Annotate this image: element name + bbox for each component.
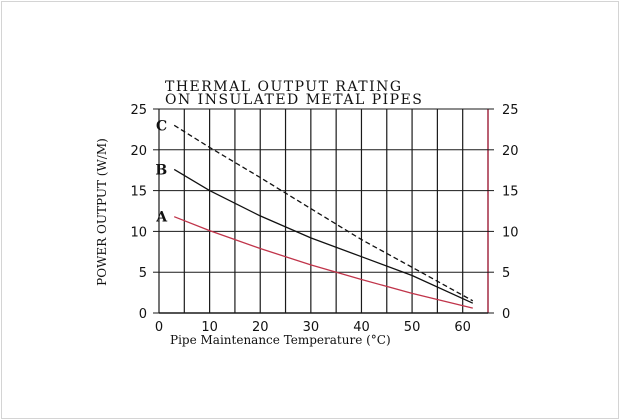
x-axis-label: Pipe Maintenance Temperature (°C) xyxy=(170,333,391,347)
y-tick-label-right: 10 xyxy=(502,225,519,240)
x-tick-label: 30 xyxy=(303,320,320,335)
y-tick-label-right: 20 xyxy=(502,144,519,159)
y-tick-label-right: 25 xyxy=(502,103,519,118)
chart-subtitle: ON INSULATED METAL PIPES xyxy=(165,92,423,108)
x-tick-label: 60 xyxy=(454,320,471,335)
x-tick-label: 40 xyxy=(353,320,370,335)
y-tick-label-right: 0 xyxy=(502,307,510,322)
curve-label-c: C xyxy=(156,118,167,134)
y-tick-label-left: 20 xyxy=(130,144,147,159)
y-tick-label-left: 25 xyxy=(130,103,147,118)
y-axis-label: POWER OUTPUT (W/M) xyxy=(95,138,109,286)
y-tick-label-right: 5 xyxy=(502,266,510,281)
x-tick-label: 0 xyxy=(155,320,163,335)
curve-label-b: B xyxy=(155,162,167,178)
y-tick-label-left: 15 xyxy=(130,185,147,200)
y-tick-label-right: 15 xyxy=(502,185,519,200)
chart-title: THERMAL OUTPUT RATING xyxy=(165,79,403,95)
grid xyxy=(153,108,494,314)
series-lines xyxy=(173,124,474,309)
curve-labels: A B C xyxy=(155,118,168,225)
series-line-c xyxy=(173,124,474,302)
x-tick-label: 10 xyxy=(201,320,218,335)
x-tick-label: 50 xyxy=(404,320,421,335)
x-tick-label: 20 xyxy=(252,320,269,335)
y-tick-label-left: 0 xyxy=(139,307,147,322)
y-tick-label-left: 5 xyxy=(139,266,147,281)
series-line-b xyxy=(173,168,474,304)
series-line-a xyxy=(173,216,473,309)
y-tick-label-left: 10 xyxy=(130,225,147,240)
curve-label-a: A xyxy=(155,210,168,226)
